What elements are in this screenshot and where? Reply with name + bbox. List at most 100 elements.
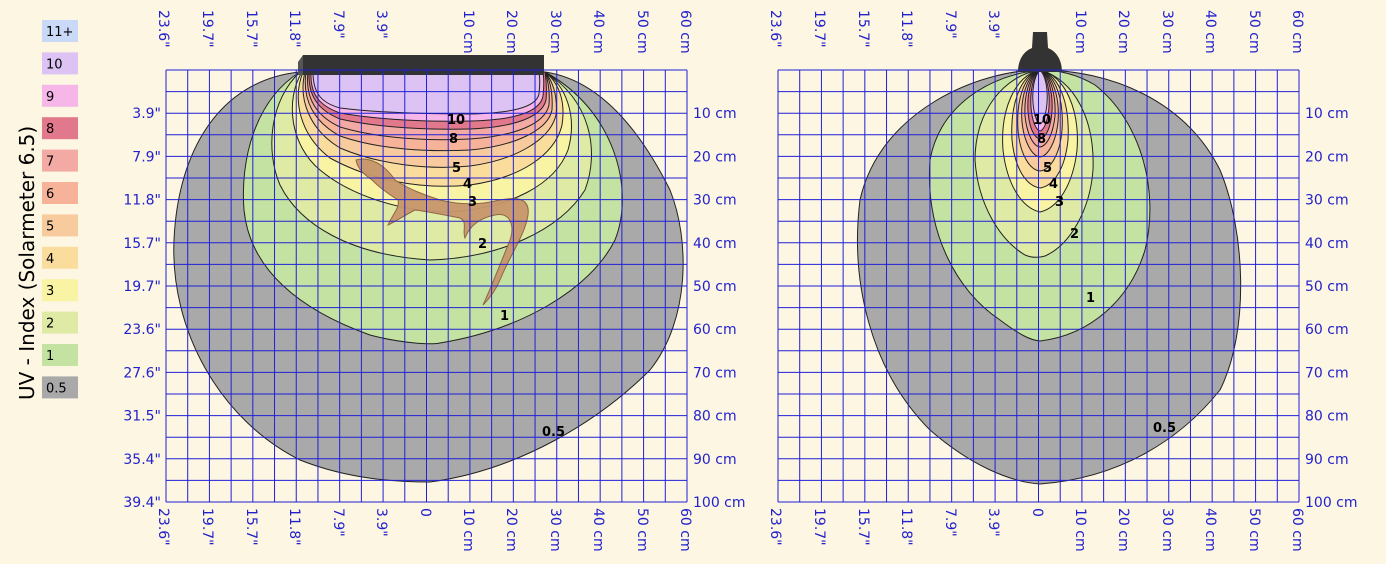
right-panel-spot-lamp: 10 8 54 3 2 1 0.5	[777, 32, 1300, 503]
left-inch-label: 31.5"	[123, 409, 161, 425]
level-label: 4	[463, 177, 472, 192]
lamp-bar	[303, 55, 544, 75]
left-axes: 23.6" 19.7" 15.7" 11.8" 7.9" 3.9" 10 cm 20 cm 30…	[123, 10, 745, 552]
top-cm-label: 10 cm	[460, 10, 476, 54]
bottom-cm-label: 50 cm	[634, 508, 650, 552]
top-inch-label: 19.7"	[811, 10, 827, 48]
top-inch-label: 23.6"	[155, 10, 171, 48]
level-label: 1	[500, 309, 509, 324]
right-cm-label: 40 cm	[1305, 236, 1349, 252]
legend-label: 2	[46, 317, 54, 332]
right-cm-label: 60 cm	[693, 322, 737, 338]
right-axes: 23.6" 19.7" 15.7" 11.8" 7.9" 3.9" 10 cm 20 cm 30…	[767, 10, 1358, 552]
chart-title: UV - Index (Solarmeter 6.5)	[15, 126, 39, 400]
right-cm-label: 50 cm	[693, 279, 737, 295]
right-cm-label: 80 cm	[1305, 409, 1349, 425]
level-label: 10	[1033, 113, 1051, 128]
legend-label: 5	[46, 219, 54, 234]
right-cm-label: 100 cm	[693, 495, 746, 511]
top-inch-label: 11.8"	[286, 10, 302, 48]
level-label: 0.5	[1153, 421, 1176, 436]
level-label: 8	[1037, 132, 1046, 147]
legend-swatch	[42, 84, 78, 107]
right-grid	[777, 69, 1300, 503]
top-cm-label: 40 cm	[1202, 10, 1218, 54]
top-cm-label: 40 cm	[590, 10, 606, 54]
legend-label: 10	[46, 57, 63, 72]
top-cm-label: 50 cm	[634, 10, 650, 54]
bottom-inch-label: 3.9"	[985, 508, 1001, 537]
level-label: 5	[1043, 161, 1052, 176]
top-cm-label: 60 cm	[677, 10, 693, 54]
legend-swatch	[42, 344, 78, 366]
left-inch-label: 7.9"	[132, 149, 161, 165]
right-cm-label: 90 cm	[693, 452, 737, 468]
bottom-cm-label: 20 cm	[503, 508, 519, 552]
bottom-inch-label: 11.8"	[898, 508, 914, 546]
legend-swatch	[42, 149, 78, 172]
top-inch-label: 19.7"	[199, 10, 215, 48]
bottom-cm-label: 30 cm	[1159, 508, 1175, 552]
legend-label: 9	[46, 90, 54, 105]
level-label: 2	[1070, 227, 1079, 242]
legend-label: 6	[46, 187, 54, 202]
legend-swatch	[42, 20, 78, 42]
left-inch-label: 39.4"	[123, 495, 161, 511]
top-cm-label: 20 cm	[503, 10, 519, 54]
top-inch-label: 23.6"	[767, 10, 783, 48]
level-label: 1	[1086, 291, 1095, 306]
bottom-inch-label: 7.9"	[942, 508, 958, 537]
spot-lamp-icon	[1018, 32, 1062, 72]
bottom-inch-label: 3.9"	[373, 508, 389, 537]
legend-label: 1	[46, 349, 54, 364]
left-inch-label: 23.6"	[123, 322, 161, 338]
right-cm-label: 100 cm	[1305, 495, 1358, 511]
bottom-cm-label: 10 cm	[1072, 508, 1088, 552]
legend-label: 3	[46, 284, 54, 299]
level-label: 5	[452, 161, 461, 176]
top-cm-label: 50 cm	[1246, 10, 1262, 54]
bottom-inch-label: 19.7"	[199, 508, 215, 546]
legend-swatch	[42, 376, 78, 399]
legend-swatch	[42, 246, 78, 269]
bottom-inch-label: 19.7"	[811, 508, 827, 546]
legend-label: 0.5	[46, 381, 67, 396]
top-cm-label: 10 cm	[1072, 10, 1088, 54]
bottom-cm-label: 10 cm	[460, 508, 476, 552]
legend-swatch	[42, 279, 78, 302]
right-cm-label: 10 cm	[1305, 106, 1349, 122]
top-inch-label: 15.7"	[243, 10, 259, 48]
top-cm-label: 20 cm	[1115, 10, 1131, 54]
legend-label: 4	[46, 252, 54, 267]
bottom-cm-label: 60 cm	[1289, 508, 1305, 552]
top-cm-label: 30 cm	[1159, 10, 1175, 54]
legend-label: 11+	[46, 25, 73, 40]
left-grid	[165, 69, 688, 503]
level-label: 8	[449, 132, 458, 147]
level-label: 0.5	[542, 425, 565, 440]
bottom-inch-label: 15.7"	[855, 508, 871, 546]
right-cm-label: 20 cm	[693, 149, 737, 165]
top-inch-label: 11.8"	[898, 10, 914, 48]
left-level-labels: 10 8 54 3 2 1 0.5	[447, 113, 565, 440]
bottom-cm-label: 60 cm	[677, 508, 693, 552]
right-level-labels: 10 8 54 3 2 1 0.5	[1033, 113, 1176, 436]
top-inch-label: 3.9"	[373, 10, 389, 39]
bottom-inch-label: 23.6"	[767, 508, 783, 546]
left-inch-label: 15.7"	[123, 236, 161, 252]
top-cm-label: 30 cm	[547, 10, 563, 54]
level-label: 2	[478, 237, 487, 252]
top-cm-label: 60 cm	[1289, 10, 1305, 54]
bottom-cm-label: 40 cm	[1202, 508, 1218, 552]
level-label: 10	[447, 113, 465, 128]
legend-swatch	[42, 52, 78, 75]
left-inch-label: 11.8"	[123, 193, 161, 209]
right-cm-label: 20 cm	[1305, 149, 1349, 165]
left-inch-label: 27.6"	[123, 365, 161, 381]
left-inch-label: 3.9"	[132, 106, 161, 122]
bottom-inch-label: 7.9"	[330, 508, 346, 537]
lizard-icon	[355, 158, 529, 306]
legend-swatch	[42, 182, 78, 204]
bottom-cm-label: 20 cm	[1115, 508, 1131, 552]
